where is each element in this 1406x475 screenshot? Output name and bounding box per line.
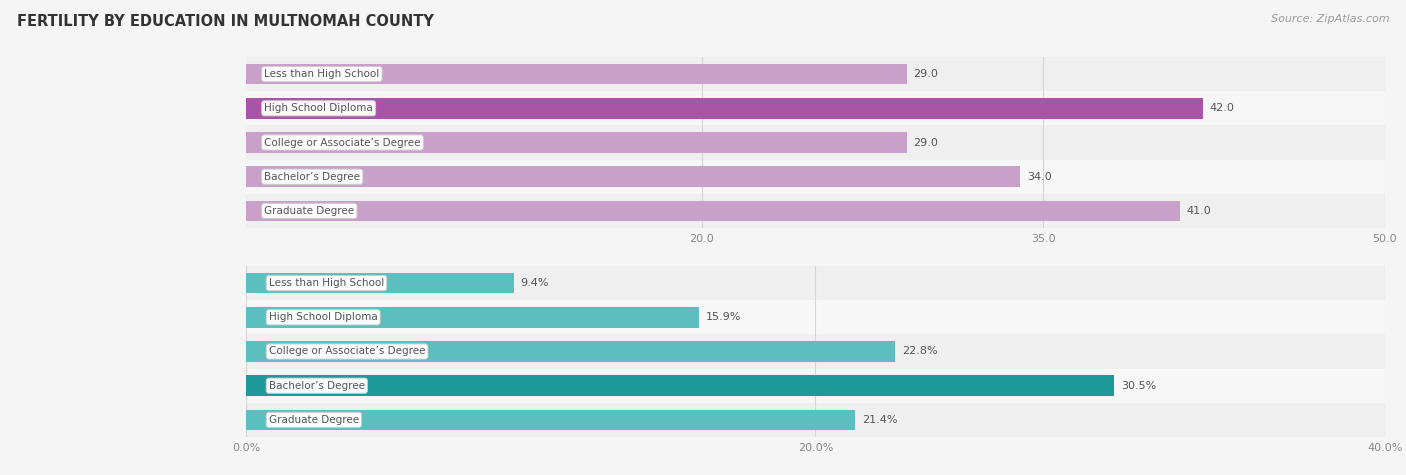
Text: 9.4%: 9.4%	[520, 278, 548, 288]
Bar	[246, 194, 1385, 228]
Text: Less than High School: Less than High School	[264, 69, 380, 79]
Text: Source: ZipAtlas.com: Source: ZipAtlas.com	[1271, 14, 1389, 24]
Text: 21.4%: 21.4%	[862, 415, 897, 425]
Text: 22.8%: 22.8%	[903, 346, 938, 357]
Text: FERTILITY BY EDUCATION IN MULTNOMAH COUNTY: FERTILITY BY EDUCATION IN MULTNOMAH COUN…	[17, 14, 433, 29]
Bar	[246, 375, 1115, 396]
Bar	[246, 273, 513, 294]
Text: 41.0: 41.0	[1187, 206, 1212, 216]
Text: High School Diploma: High School Diploma	[269, 312, 378, 323]
Bar	[246, 341, 896, 362]
Text: High School Diploma: High School Diploma	[264, 103, 373, 114]
Bar	[246, 132, 907, 153]
Bar	[246, 200, 1180, 221]
Bar	[246, 160, 1385, 194]
Bar	[246, 57, 1385, 91]
Text: 15.9%: 15.9%	[706, 312, 741, 323]
Bar	[246, 98, 1202, 119]
Bar	[246, 369, 1385, 403]
Text: 42.0: 42.0	[1209, 103, 1234, 114]
Text: Less than High School: Less than High School	[269, 278, 384, 288]
Text: 34.0: 34.0	[1028, 171, 1052, 182]
Text: College or Associate’s Degree: College or Associate’s Degree	[264, 137, 420, 148]
Bar	[246, 307, 699, 328]
Bar	[246, 125, 1385, 160]
Bar	[246, 266, 1385, 300]
Bar	[246, 91, 1385, 125]
Text: 29.0: 29.0	[914, 69, 938, 79]
Bar	[246, 166, 1021, 187]
Text: College or Associate’s Degree: College or Associate’s Degree	[269, 346, 426, 357]
Text: 30.5%: 30.5%	[1121, 380, 1157, 391]
Bar	[246, 409, 855, 430]
Text: Graduate Degree: Graduate Degree	[269, 415, 359, 425]
Bar	[246, 403, 1385, 437]
Text: Bachelor’s Degree: Bachelor’s Degree	[269, 380, 364, 391]
Text: 29.0: 29.0	[914, 137, 938, 148]
Text: Bachelor’s Degree: Bachelor’s Degree	[264, 171, 360, 182]
Bar	[246, 334, 1385, 369]
Bar	[246, 300, 1385, 334]
Bar	[246, 64, 907, 85]
Text: Graduate Degree: Graduate Degree	[264, 206, 354, 216]
